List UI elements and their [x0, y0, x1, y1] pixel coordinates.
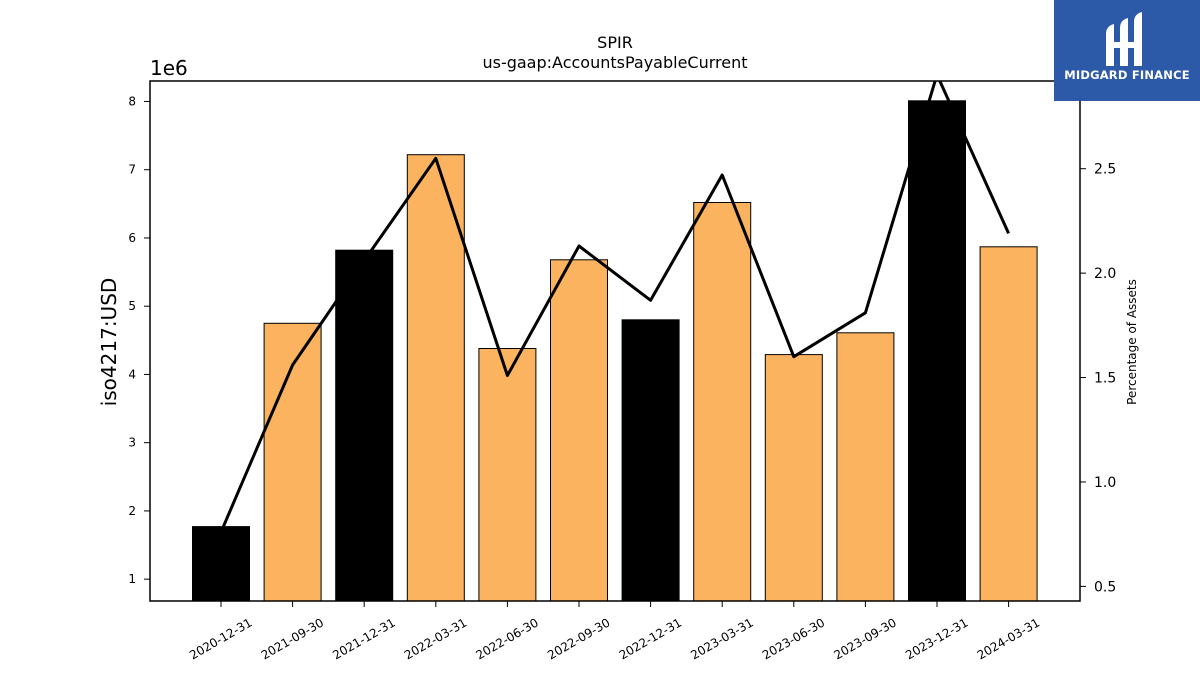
line-group: [219, 81, 1010, 533]
bar: [192, 526, 250, 602]
chart-title: SPIR: [597, 33, 633, 52]
y-tick-label: 4: [128, 367, 136, 381]
x-tick-label: 2022-03-31: [402, 615, 469, 662]
x-tick-label: 2023-06-30: [760, 615, 827, 662]
bar: [979, 246, 1038, 602]
y-tick-label: 7: [128, 163, 136, 177]
bar: [764, 354, 823, 602]
y-tick-label: 3: [128, 436, 136, 450]
y-tick-label: 6: [128, 231, 136, 245]
y2-tick-label: 0.5: [1094, 579, 1116, 595]
x-tick-label: 2023-12-31: [903, 615, 970, 662]
x-tick-label: 2022-12-31: [617, 615, 684, 662]
y-axis-label: iso4217:USD: [97, 278, 121, 407]
x-tick-label: 2022-06-30: [473, 615, 540, 662]
y-axis-offset-label: 1e6: [150, 56, 188, 80]
chart-subtitle: us-gaap:AccountsPayableCurrent: [482, 53, 747, 72]
bar: [406, 154, 465, 602]
x-tick-label: 2023-03-31: [688, 615, 755, 662]
bar: [263, 322, 322, 602]
percentage-line: [219, 81, 1010, 533]
plot-frame: [149, 80, 1081, 602]
bar: [335, 249, 394, 602]
logo-text: MIDGARD FINANCE: [1064, 68, 1190, 82]
logo-mark-icon: [1106, 12, 1142, 66]
x-tick-label: 2024-03-31: [975, 615, 1042, 662]
bars-group: [192, 100, 1038, 602]
y-tick-label: 5: [128, 299, 136, 313]
x-tick-label: 2021-12-31: [330, 615, 397, 662]
x-tick-label: 2023-09-30: [831, 615, 898, 662]
bar: [836, 332, 895, 602]
y-axis: 1 2 3 4 5 6 7 8: [128, 94, 150, 586]
x-tick-label: 2020-12-31: [187, 615, 254, 662]
bar: [621, 319, 680, 602]
bar: [550, 259, 608, 602]
y-tick-label: 8: [128, 94, 136, 108]
y2-axis-label: Percentage of Assets: [1125, 279, 1139, 405]
y2-tick-label: 1.5: [1094, 371, 1116, 387]
brand-logo: MIDGARD FINANCE: [1054, 0, 1200, 101]
bar: [478, 348, 537, 602]
x-tick-label: 2022-09-30: [545, 615, 612, 662]
y2-axis: 0.5 1.0 1.5 2.0 2.5: [1080, 162, 1116, 595]
y2-tick-label: 1.0: [1094, 475, 1116, 491]
y2-tick-label: 2.0: [1094, 266, 1116, 282]
x-axis: 2020-12-31 2021-09-30 2021-12-31 2022-03-31…: [187, 601, 1042, 662]
y-tick-label: 2: [128, 504, 136, 518]
y-tick-label: 1: [128, 572, 136, 586]
x-tick-label: 2021-09-30: [259, 615, 326, 662]
bar: [693, 202, 752, 602]
bar: [908, 100, 966, 602]
y2-tick-label: 2.5: [1094, 162, 1116, 178]
